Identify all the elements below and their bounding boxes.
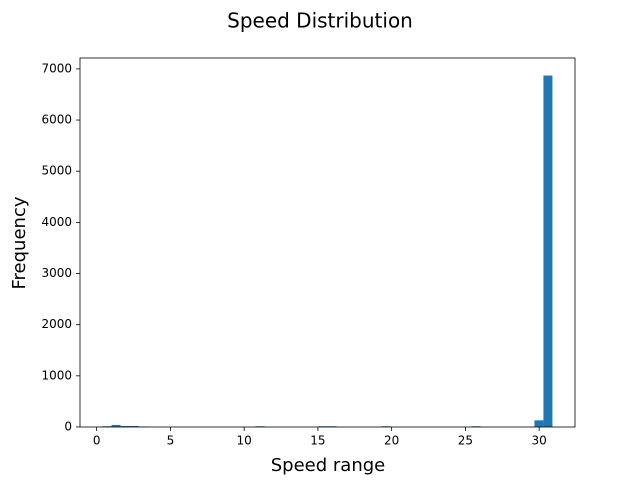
x-tick-label: 0: [93, 434, 101, 448]
y-tick-label: 1000: [41, 368, 72, 382]
y-tick-label: 5000: [41, 164, 72, 178]
bar: [129, 425, 139, 427]
x-tick-label: 30: [532, 434, 547, 448]
x-tick-label: 5: [167, 434, 175, 448]
y-axis-label: Frequency: [9, 196, 30, 289]
y-tick-label: 3000: [41, 266, 72, 280]
x-tick-label: 10: [237, 434, 252, 448]
x-axis-label: Speed range: [271, 455, 386, 476]
bar: [534, 420, 544, 427]
y-tick-label: 6000: [41, 113, 72, 127]
y-tick-label: 4000: [41, 215, 72, 229]
y-tick-label: 2000: [41, 317, 72, 331]
x-tick-label: 25: [458, 434, 473, 448]
bar: [120, 425, 130, 427]
x-tick-label: 20: [384, 434, 399, 448]
y-tick-label: 7000: [41, 61, 72, 75]
plot-frame: [79, 57, 576, 428]
bar: [543, 75, 553, 428]
x-tick-label: 15: [310, 434, 325, 448]
chart-title: Speed Distribution: [227, 9, 413, 33]
y-tick-label: 0: [64, 420, 72, 434]
bar: [111, 424, 121, 427]
